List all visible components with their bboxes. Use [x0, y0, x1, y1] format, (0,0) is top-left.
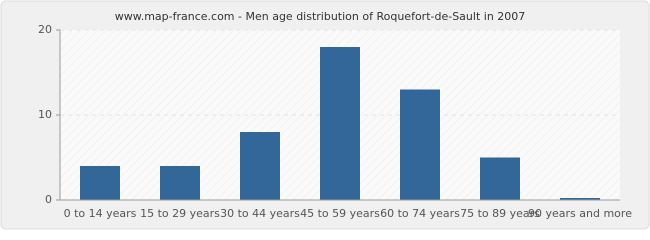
bar	[320, 47, 360, 200]
x-tick-label: 30 to 44 years	[220, 207, 300, 220]
bar	[560, 198, 600, 200]
chart-title: www.map-france.com - Men age distributio…	[115, 10, 526, 23]
x-tick-label: 60 to 74 years	[380, 207, 460, 220]
bar	[240, 132, 280, 200]
x-tick-label: 15 to 29 years	[140, 207, 220, 220]
page: www.map-france.com - Men age distributio…	[0, 0, 650, 230]
x-tick-label: 90 years and more	[528, 207, 632, 220]
bar	[160, 166, 200, 200]
y-tick-label: 0	[45, 193, 52, 206]
x-tick-label: 45 to 59 years	[300, 207, 380, 220]
chart: www.map-france.com - Men age distributio…	[0, 0, 650, 230]
bar	[480, 157, 520, 200]
y-tick-label: 10	[38, 108, 52, 121]
bar	[400, 89, 440, 200]
x-tick-label: 0 to 14 years	[64, 207, 137, 220]
x-tick-label: 75 to 89 years	[460, 207, 540, 220]
y-tick-label: 20	[38, 23, 52, 36]
bar	[80, 166, 120, 200]
